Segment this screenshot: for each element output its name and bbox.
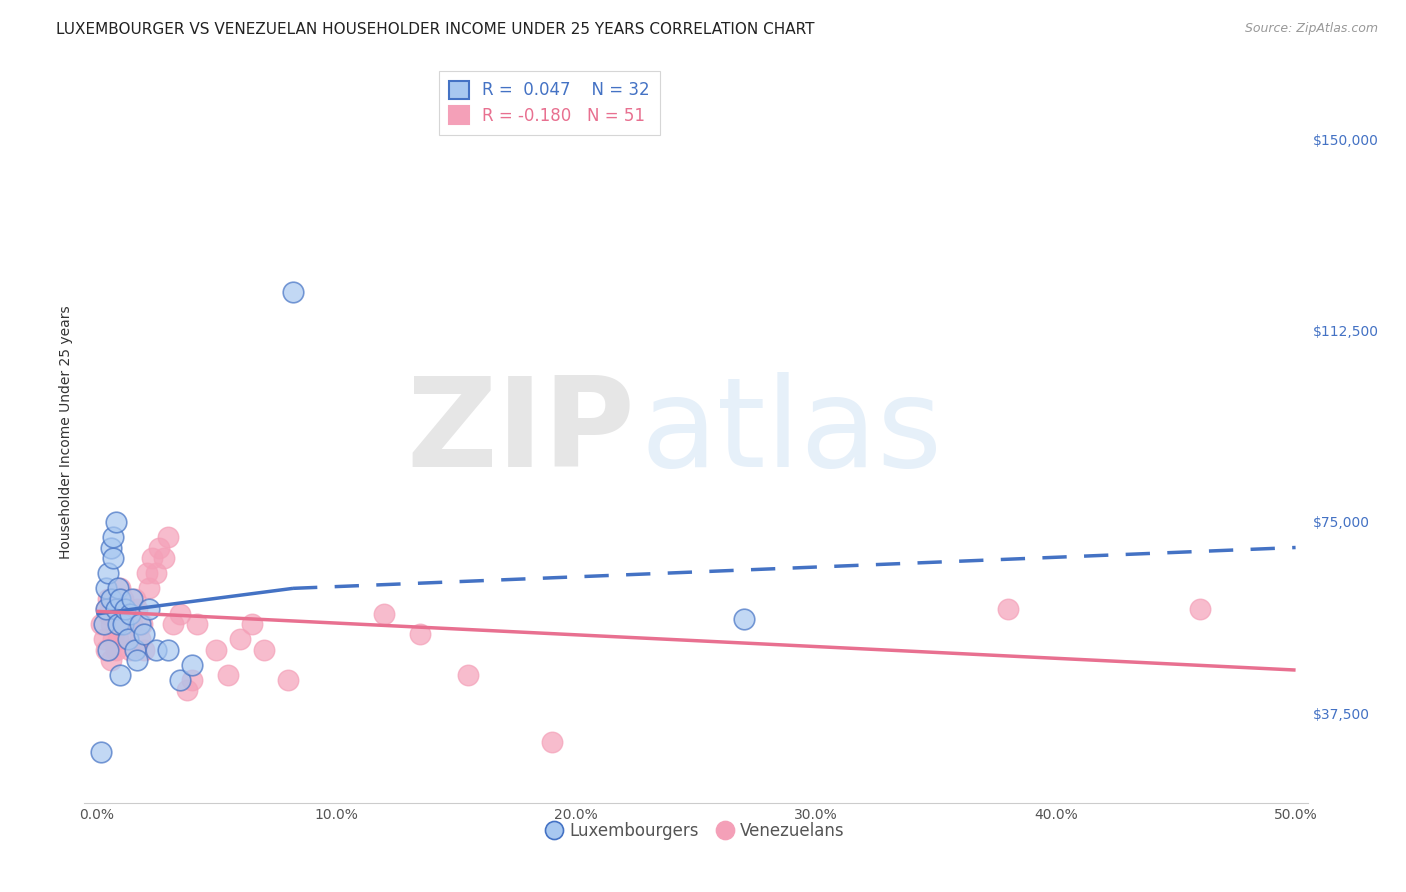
Point — [114, 601, 136, 615]
Point — [100, 617, 122, 632]
Point — [997, 601, 1019, 615]
Point — [162, 617, 184, 632]
Point — [229, 632, 252, 647]
Point — [94, 582, 117, 596]
Point — [110, 591, 132, 606]
Point — [141, 550, 163, 565]
Point — [124, 591, 146, 606]
Point — [135, 566, 157, 580]
Point — [97, 566, 120, 580]
Point — [409, 627, 432, 641]
Text: atlas: atlas — [641, 372, 943, 493]
Point — [101, 550, 124, 565]
Point — [90, 745, 112, 759]
Point — [121, 591, 143, 606]
Point — [110, 582, 132, 596]
Point — [94, 601, 117, 615]
Point — [107, 617, 129, 632]
Point — [117, 632, 139, 647]
Point — [114, 632, 136, 647]
Text: LUXEMBOURGER VS VENEZUELAN HOUSEHOLDER INCOME UNDER 25 YEARS CORRELATION CHART: LUXEMBOURGER VS VENEZUELAN HOUSEHOLDER I… — [56, 22, 814, 37]
Point — [111, 617, 134, 632]
Point — [100, 653, 122, 667]
Point — [117, 607, 139, 621]
Point — [107, 582, 129, 596]
Point — [733, 612, 755, 626]
Point — [281, 285, 304, 300]
Point — [100, 541, 122, 555]
Point — [240, 617, 263, 632]
Point — [118, 642, 141, 657]
Point — [94, 601, 117, 615]
Text: ZIP: ZIP — [406, 372, 636, 493]
Point — [127, 601, 149, 615]
Point — [181, 657, 204, 672]
Point — [169, 673, 191, 688]
Point — [101, 591, 124, 606]
Point — [145, 566, 167, 580]
Point — [148, 541, 170, 555]
Point — [97, 591, 120, 606]
Point — [127, 653, 149, 667]
Point — [138, 582, 160, 596]
Point — [217, 668, 239, 682]
Point — [118, 607, 141, 621]
Point — [100, 591, 122, 606]
Point — [176, 683, 198, 698]
Point — [101, 530, 124, 544]
Point — [110, 607, 132, 621]
Point — [253, 642, 276, 657]
Point — [93, 617, 115, 632]
Point — [104, 607, 127, 621]
Point — [101, 632, 124, 647]
Point — [169, 607, 191, 621]
Point — [131, 617, 153, 632]
Y-axis label: Householder Income Under 25 years: Householder Income Under 25 years — [59, 306, 73, 559]
Point — [94, 642, 117, 657]
Point — [97, 607, 120, 621]
Point — [205, 642, 228, 657]
Point — [134, 642, 156, 657]
Text: Source: ZipAtlas.com: Source: ZipAtlas.com — [1244, 22, 1378, 36]
Point — [111, 617, 134, 632]
Point — [104, 515, 127, 529]
Point — [181, 673, 204, 688]
Point — [90, 617, 112, 632]
Point — [97, 642, 120, 657]
Point — [111, 591, 134, 606]
Point — [128, 632, 150, 647]
Point — [157, 530, 180, 544]
Point — [124, 642, 146, 657]
Point — [186, 617, 208, 632]
Point — [128, 617, 150, 632]
Point — [110, 668, 132, 682]
Point — [104, 642, 127, 657]
Point — [138, 601, 160, 615]
Point — [277, 673, 299, 688]
Point — [145, 642, 167, 657]
Point — [107, 617, 129, 632]
Point — [1188, 601, 1211, 615]
Point — [157, 642, 180, 657]
Point — [152, 550, 174, 565]
Point — [457, 668, 479, 682]
Point — [93, 632, 115, 647]
Point — [373, 607, 395, 621]
Point — [104, 601, 127, 615]
Point — [107, 632, 129, 647]
Point — [134, 627, 156, 641]
Point — [541, 734, 564, 748]
Legend: Luxembourgers, Venezuelans: Luxembourgers, Venezuelans — [540, 815, 852, 847]
Point — [121, 617, 143, 632]
